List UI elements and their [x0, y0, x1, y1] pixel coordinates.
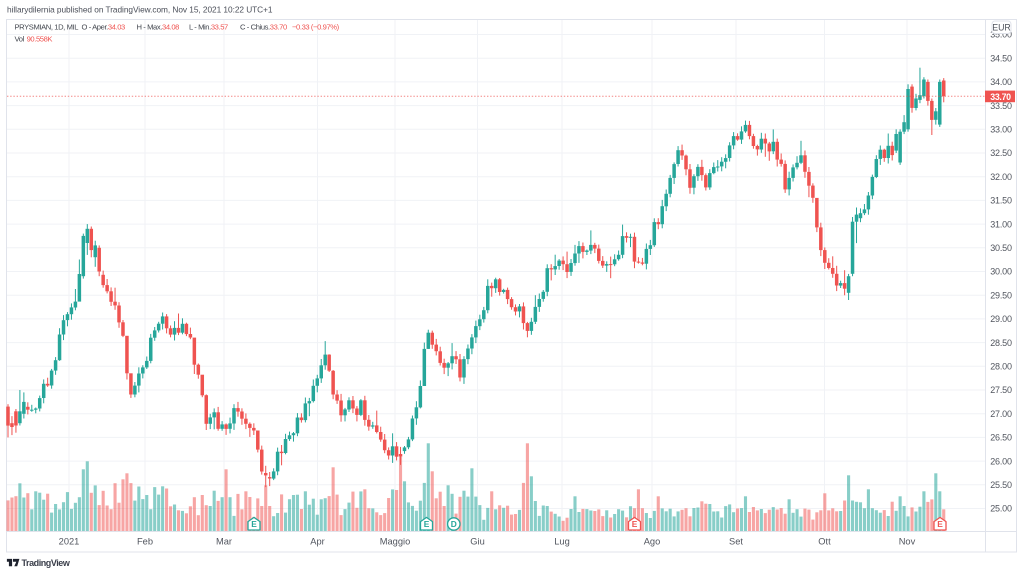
- svg-text:Ago: Ago: [644, 537, 661, 547]
- svg-text:33.00: 33.00: [990, 125, 1012, 135]
- svg-text:30.50: 30.50: [990, 243, 1012, 253]
- svg-text:E: E: [937, 519, 943, 529]
- svg-text:Maggio: Maggio: [380, 537, 411, 547]
- svg-text:D: D: [451, 519, 457, 529]
- svg-text:29.00: 29.00: [990, 314, 1012, 324]
- svg-text:26.50: 26.50: [990, 433, 1012, 443]
- svg-text:25.00: 25.00: [990, 504, 1012, 514]
- svg-text:34.00: 34.00: [990, 77, 1012, 87]
- svg-text:Feb: Feb: [137, 537, 153, 547]
- svg-text:33.70: 33.70: [990, 92, 1011, 102]
- svg-text:Giu: Giu: [470, 537, 484, 547]
- svg-text:25.50: 25.50: [990, 480, 1012, 490]
- svg-text:2021: 2021: [59, 537, 80, 547]
- svg-text:26.00: 26.00: [990, 456, 1012, 466]
- svg-text:Nov: Nov: [899, 537, 916, 547]
- svg-text:hillarydilernia published on T: hillarydilernia published on TradingView…: [7, 5, 273, 15]
- svg-text:E: E: [251, 519, 257, 529]
- svg-text:TradingView: TradingView: [22, 558, 71, 568]
- svg-text:32.50: 32.50: [990, 148, 1012, 158]
- svg-text:28.50: 28.50: [990, 338, 1012, 348]
- svg-text:Set: Set: [729, 537, 743, 547]
- svg-text:29.50: 29.50: [990, 290, 1012, 300]
- svg-text:E: E: [632, 519, 638, 529]
- svg-text:32.00: 32.00: [990, 172, 1012, 182]
- svg-text:Lug: Lug: [554, 537, 570, 547]
- svg-text:34.50: 34.50: [990, 53, 1012, 63]
- svg-text:31.00: 31.00: [990, 219, 1012, 229]
- svg-text:27.50: 27.50: [990, 385, 1012, 395]
- svg-text:E: E: [424, 519, 430, 529]
- svg-text:31.50: 31.50: [990, 196, 1012, 206]
- svg-text:Mar: Mar: [216, 537, 232, 547]
- svg-text:30.00: 30.00: [990, 267, 1012, 277]
- svg-text:27.00: 27.00: [990, 409, 1012, 419]
- svg-text:Ott: Ott: [818, 537, 831, 547]
- svg-text:28.00: 28.00: [990, 362, 1012, 372]
- svg-text:35.00: 35.00: [990, 30, 1012, 40]
- svg-text:33.50: 33.50: [990, 101, 1012, 111]
- svg-text:EUR: EUR: [992, 23, 1011, 33]
- svg-text:Apr: Apr: [310, 537, 324, 547]
